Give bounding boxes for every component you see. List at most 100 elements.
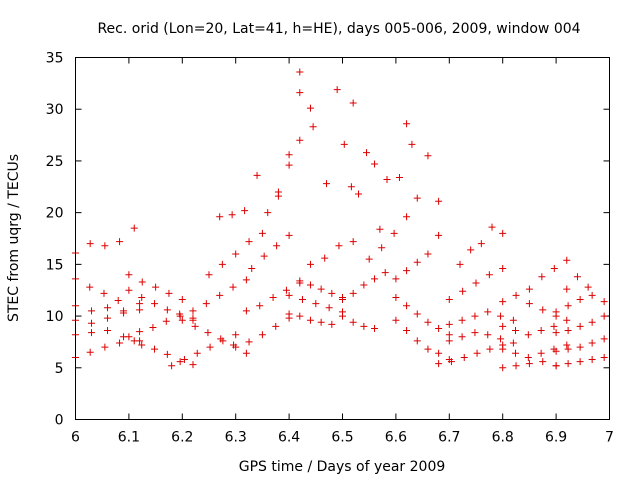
data-point [151, 345, 159, 353]
data-point [537, 327, 545, 335]
data-point [552, 329, 560, 337]
series-track-48 [552, 312, 608, 337]
data-point [163, 350, 171, 358]
data-point [460, 353, 468, 361]
data-point [576, 296, 584, 304]
data-point [424, 250, 432, 258]
data-point [467, 246, 475, 254]
data-point [509, 339, 517, 347]
series-track-13 [189, 276, 250, 315]
series-track-43 [499, 316, 571, 339]
data-point [512, 327, 520, 335]
series-track-46 [552, 353, 608, 370]
data-point [378, 244, 386, 252]
data-point [285, 231, 293, 239]
data-point [136, 337, 144, 345]
data-point [445, 331, 453, 339]
data-point [403, 327, 411, 335]
data-point [298, 296, 306, 304]
data-point [269, 293, 277, 301]
y-tick-label: 20 [46, 206, 64, 222]
data-point [242, 349, 250, 357]
data-point [563, 256, 571, 264]
series-track-11 [178, 316, 250, 357]
data-point [485, 271, 493, 279]
series-track-4 [72, 302, 144, 317]
series-track-6 [72, 224, 138, 257]
y-tick-label: 5 [55, 361, 64, 377]
data-point [403, 267, 411, 275]
series-track-3 [72, 300, 144, 327]
data-point [445, 296, 453, 304]
data-point [564, 327, 572, 335]
data-point [363, 149, 371, 157]
data-point [86, 283, 94, 291]
data-point [413, 258, 421, 266]
data-point [435, 197, 443, 205]
data-point [216, 291, 224, 299]
series-track-9 [125, 271, 186, 304]
data-point [576, 358, 584, 366]
data-point [537, 349, 545, 357]
data-point [576, 322, 584, 330]
data-point [563, 316, 571, 324]
data-point [600, 335, 608, 343]
data-point [328, 289, 336, 297]
data-point [136, 300, 144, 308]
data-point [371, 275, 379, 283]
data-point [317, 318, 325, 326]
data-point [550, 322, 558, 330]
data-point [253, 171, 261, 179]
series-track-23 [296, 277, 346, 301]
data-point [216, 213, 224, 221]
data-point [381, 269, 389, 277]
data-point [525, 285, 533, 293]
data-point [180, 356, 188, 364]
series-track-26 [333, 86, 363, 198]
data-point [499, 364, 507, 372]
data-point [232, 343, 240, 351]
data-point [285, 291, 293, 299]
data-point [88, 307, 96, 315]
data-point [395, 173, 403, 181]
data-point [335, 242, 343, 250]
data-point [392, 293, 400, 301]
data-point [306, 260, 314, 268]
data-point [130, 224, 138, 232]
data-point [272, 322, 280, 330]
data-point [152, 283, 160, 291]
data-point [88, 319, 96, 327]
data-point [477, 240, 485, 248]
data-point [524, 331, 532, 339]
data-point [550, 264, 558, 272]
data-point [165, 289, 173, 297]
data-point [588, 339, 596, 347]
data-point [484, 308, 492, 316]
data-point [328, 320, 336, 328]
data-point [273, 242, 281, 250]
data-point [322, 180, 330, 188]
data-point [245, 338, 253, 346]
series-track-20 [274, 104, 314, 196]
data-point [258, 331, 266, 339]
data-point [125, 333, 133, 341]
data-point [296, 89, 304, 97]
series-track-50 [563, 273, 592, 293]
data-point [499, 298, 507, 306]
data-point [471, 312, 479, 320]
data-point [512, 349, 520, 357]
data-point [136, 306, 144, 314]
series-track-39 [445, 264, 507, 304]
plot-frame [75, 57, 610, 420]
x-axis-label: GPS time / Days of year 2009 [239, 459, 446, 475]
data-point [600, 312, 608, 320]
data-point [86, 348, 94, 356]
data-point [138, 293, 146, 301]
data-point [552, 362, 560, 370]
data-point [258, 229, 266, 237]
data-point [584, 283, 592, 291]
data-point [205, 271, 213, 279]
series-track-33 [392, 293, 453, 339]
data-point [274, 188, 282, 196]
series-track-37 [445, 329, 517, 347]
